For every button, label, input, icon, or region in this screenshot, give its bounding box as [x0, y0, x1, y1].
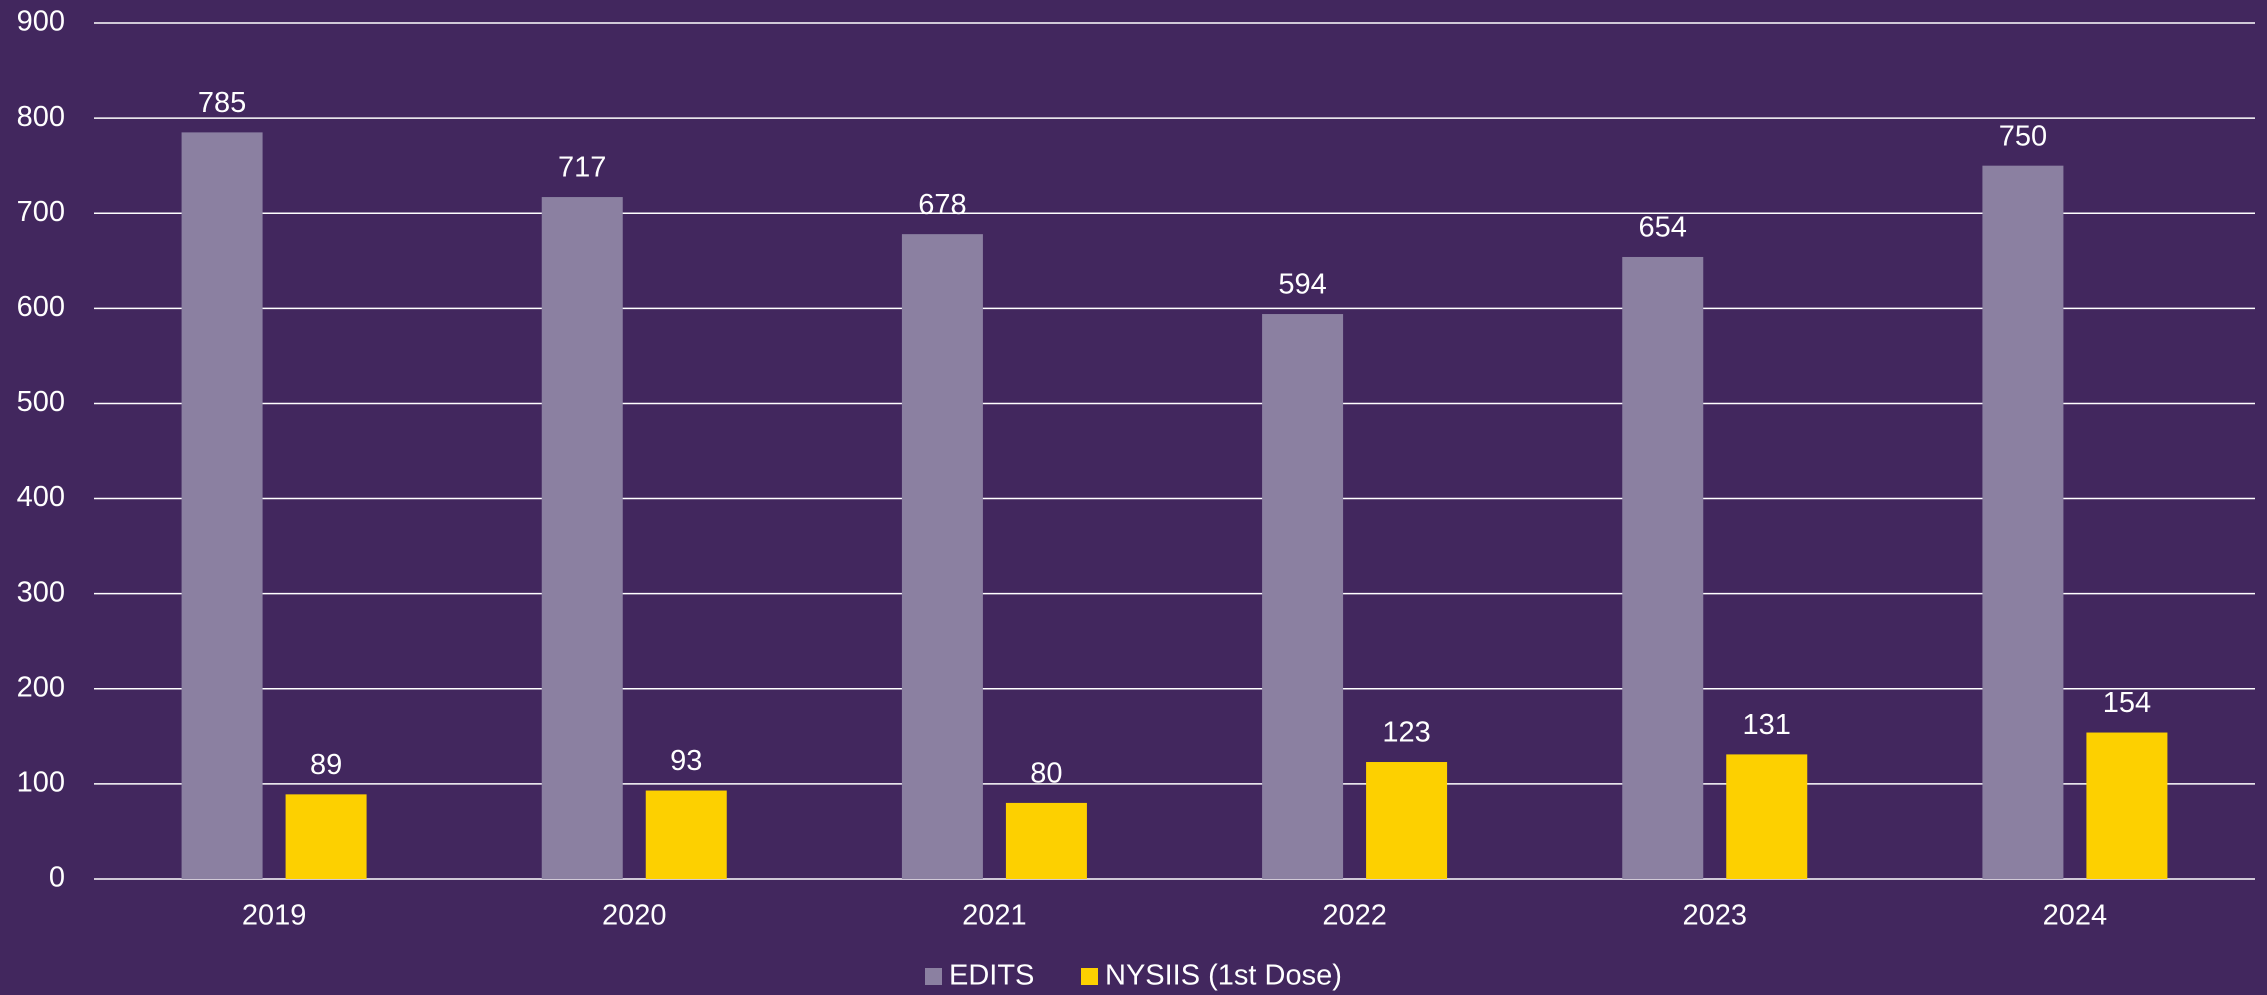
bar: [541, 197, 623, 879]
y-tick-label: 0: [49, 862, 65, 894]
x-tick-label: 2020: [602, 900, 667, 932]
y-tick-label: 100: [17, 767, 65, 799]
data-label: 80: [1030, 758, 1062, 790]
data-label: 785: [198, 87, 246, 119]
y-tick-label: 300: [17, 576, 65, 608]
bar: [181, 132, 263, 879]
bar: [1726, 754, 1808, 879]
y-tick-label: 600: [17, 291, 65, 323]
legend-swatch: [925, 968, 942, 985]
bar: [1262, 314, 1344, 879]
data-label: 717: [558, 152, 606, 184]
bar: [901, 234, 983, 879]
legend-label: EDITS: [949, 960, 1034, 992]
y-tick-label: 400: [17, 481, 65, 513]
data-label: 750: [1999, 120, 2047, 152]
x-tick-label: 2024: [2043, 900, 2108, 932]
bar: [1622, 256, 1704, 879]
data-label: 93: [670, 745, 702, 777]
x-tick-label: 2019: [242, 900, 307, 932]
data-label: 654: [1639, 212, 1687, 244]
data-label: 123: [1382, 717, 1430, 749]
data-label: 89: [310, 749, 342, 781]
legend-swatch: [1081, 968, 1098, 985]
data-label: 678: [918, 189, 966, 221]
bar: [645, 790, 727, 879]
y-tick-label: 200: [17, 671, 65, 703]
legend-label: NYSIIS (1st Dose): [1105, 960, 1342, 992]
y-tick-label: 800: [17, 101, 65, 133]
data-label: 154: [2103, 687, 2151, 719]
bar: [1005, 802, 1087, 879]
bar: [1982, 165, 2064, 879]
x-tick-label: 2022: [1322, 900, 1387, 932]
data-label: 594: [1278, 269, 1326, 301]
y-tick-label: 500: [17, 386, 65, 418]
data-label: 131: [1743, 709, 1791, 741]
y-tick-label: 700: [17, 196, 65, 228]
bar: [2086, 732, 2168, 879]
x-tick-label: 2021: [962, 900, 1027, 932]
y-tick-label: 900: [17, 6, 65, 38]
bar: [1366, 762, 1448, 879]
x-tick-label: 2023: [1682, 900, 1747, 932]
bar: [285, 794, 367, 879]
